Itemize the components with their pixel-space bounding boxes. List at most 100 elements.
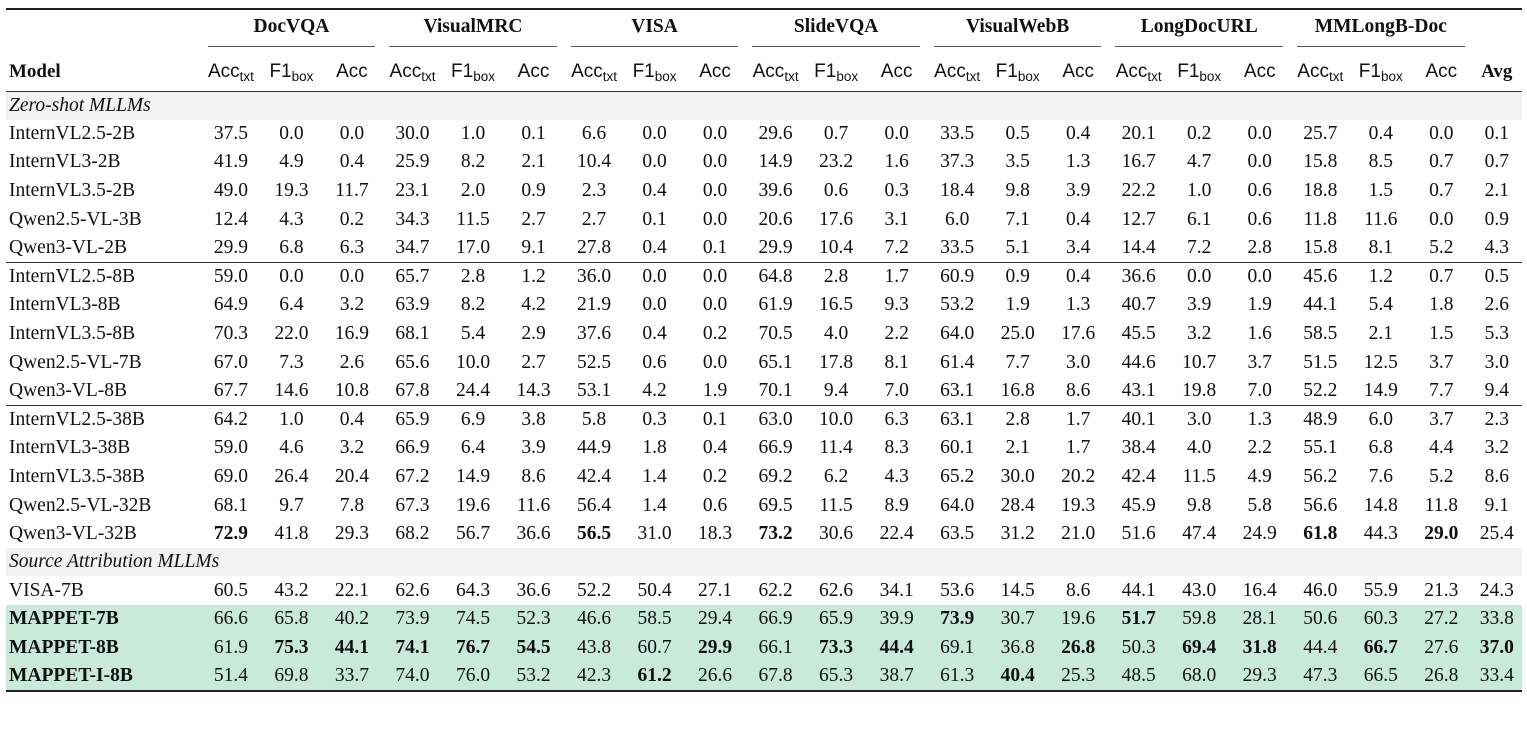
metric-cell: 14.9 xyxy=(455,465,491,487)
metric-name: Acc xyxy=(1297,60,1329,82)
metric-cell: 27.1 xyxy=(698,579,733,601)
metric-cell: 76.0 xyxy=(442,662,504,692)
metric-cell: 66.9 xyxy=(395,437,430,459)
metric-cell: 28.4 xyxy=(1000,494,1035,516)
metric-cell: 33.5 xyxy=(940,122,975,144)
metric-cell: 25.9 xyxy=(395,151,430,173)
group-header-visualwebb: VisualWebB xyxy=(927,9,1109,53)
metric-cell: 21.3 xyxy=(1424,579,1459,601)
metric-cell: 53.2 xyxy=(940,294,975,316)
metric-cell: 31.0 xyxy=(637,523,672,545)
metric-cell: 3.9 xyxy=(1187,294,1212,316)
metric-cell: 2.8 xyxy=(805,261,867,292)
metric-cell: 25.3 xyxy=(1047,662,1109,692)
metric-cell: 4.4 xyxy=(1429,437,1454,459)
metric-name: Acc xyxy=(934,60,966,82)
metric-cell: 9.4 xyxy=(823,379,849,401)
metric-cell: 67.7 xyxy=(213,379,248,401)
metric-cell: 44.4 xyxy=(1290,633,1351,663)
metric-cell: 58.5 xyxy=(624,605,685,634)
metric-cell: 0.0 xyxy=(702,294,728,316)
metric-cell: 14.4 xyxy=(1121,236,1156,258)
metric-column-header: Acc xyxy=(1229,53,1290,92)
metric-cell: 0.3 xyxy=(884,179,909,201)
table-row: InternVL2.5-38B 64.2 1.0 0.4 65.9 6.9 3.8 5.8 0.… xyxy=(6,404,1522,435)
metric-cell: 3.7 xyxy=(1429,351,1454,373)
metric-name: F1 xyxy=(814,60,837,82)
metric-cell: 17.6 xyxy=(1061,322,1096,344)
metric-subscript: box xyxy=(473,68,495,84)
metric-cell: 42.4 xyxy=(576,465,612,487)
metric-name: Acc xyxy=(336,60,368,82)
metric-cell: 69.1 xyxy=(926,633,988,663)
metric-cell: 8.2 xyxy=(460,294,486,316)
metric-cell: 0.4 xyxy=(642,322,667,344)
metric-cell: 9.7 xyxy=(279,494,304,516)
metric-cell: 14.6 xyxy=(274,379,309,401)
metric-subscript: txt xyxy=(784,68,799,84)
metric-cell: 46.0 xyxy=(1303,579,1338,601)
metric-cell: 66.9 xyxy=(758,437,793,459)
metric-cell: 73.9 xyxy=(382,605,443,634)
metric-cell: 37.5 xyxy=(213,122,248,144)
metric-cell: 64.2 xyxy=(200,404,262,435)
metric-cell: 29.9 xyxy=(684,633,746,663)
model-name-cell: MAPPET-I-8B xyxy=(6,662,201,692)
metric-cell: 1.7 xyxy=(866,261,927,292)
metric-cell: 59.0 xyxy=(200,261,262,292)
metric-cell: 29.6 xyxy=(758,122,793,144)
avg-cell: 2.3 xyxy=(1471,404,1522,435)
metric-cell: 6.3 xyxy=(339,236,365,258)
metric-cell: 50.4 xyxy=(637,579,672,601)
metric-column-header: Acctxt xyxy=(563,53,625,92)
model-name-cell: InternVL3-2B xyxy=(9,151,121,173)
metric-cell: 0.7 xyxy=(1429,179,1454,201)
metric-cell: 76.7 xyxy=(442,633,504,663)
metric-cell: 33.7 xyxy=(321,662,383,692)
metric-name: F1 xyxy=(1177,60,1200,82)
table-row: InternVL2.5-2B 37.5 0.0 0.0 30.0 1.0 0.1 6.6 0.0… xyxy=(6,120,1522,149)
metric-cell: 24.4 xyxy=(455,379,491,401)
table-row: MAPPET-7B 66.6 65.8 40.2 73.9 74.5 52.3 46.6 58.… xyxy=(6,605,1522,634)
metric-cell: 44.1 xyxy=(1303,294,1338,316)
metric-cell: 14.9 xyxy=(1363,379,1398,401)
metric-cell: 0.0 xyxy=(1429,208,1454,230)
metric-cell: 2.7 xyxy=(521,351,546,373)
metric-cell: 6.2 xyxy=(823,465,849,487)
metric-cell: 0.4 xyxy=(1065,122,1091,144)
metric-cell: 70.3 xyxy=(213,322,248,344)
metric-cell: 3.7 xyxy=(1411,404,1472,435)
metric-cell: 0.6 xyxy=(823,179,849,201)
metric-cell: 0.2 xyxy=(1187,122,1212,144)
metric-cell: 6.0 xyxy=(1350,404,1412,435)
metric-cell: 67.3 xyxy=(395,494,430,516)
metric-cell: 65.8 xyxy=(261,605,322,634)
metric-cell: 2.8 xyxy=(987,404,1048,435)
metric-cell: 0.4 xyxy=(642,236,667,258)
metric-cell: 64.0 xyxy=(940,322,975,344)
metric-cell: 5.4 xyxy=(1368,294,1393,316)
metric-cell: 65.3 xyxy=(805,662,867,692)
metric-cell: 36.6 xyxy=(516,579,551,601)
metric-cell: 59.0 xyxy=(213,437,248,459)
metric-name: F1 xyxy=(269,60,292,82)
metric-cell: 18.8 xyxy=(1303,179,1338,201)
metric-cell: 67.8 xyxy=(395,379,430,401)
metric-cell: 23.2 xyxy=(819,151,854,173)
metric-cell: 3.9 xyxy=(521,437,546,459)
metric-name: Acc xyxy=(1243,60,1276,82)
metric-cell: 2.8 xyxy=(1247,236,1272,258)
metric-cell: 0.1 xyxy=(684,404,746,435)
metric-cell: 68.0 xyxy=(1168,662,1230,692)
metric-cell: 6.3 xyxy=(866,404,927,435)
metric-cell: 0.0 xyxy=(261,261,322,292)
metric-cell: 6.8 xyxy=(1368,437,1393,459)
model-name-cell: InternVL3-38B xyxy=(9,437,131,459)
table-row: InternVL3.5-8B 70.3 22.0 16.9 68.1 5.4 2.9 37.6… xyxy=(6,320,1522,349)
metric-cell: 26.8 xyxy=(1047,633,1109,663)
metric-cell: 47.3 xyxy=(1290,662,1351,692)
metric-cell: 0.4 xyxy=(339,151,365,173)
metric-cell: 0.0 xyxy=(684,261,746,292)
metric-column-header: Acctxt xyxy=(382,53,443,92)
metric-cell: 16.9 xyxy=(334,322,370,344)
